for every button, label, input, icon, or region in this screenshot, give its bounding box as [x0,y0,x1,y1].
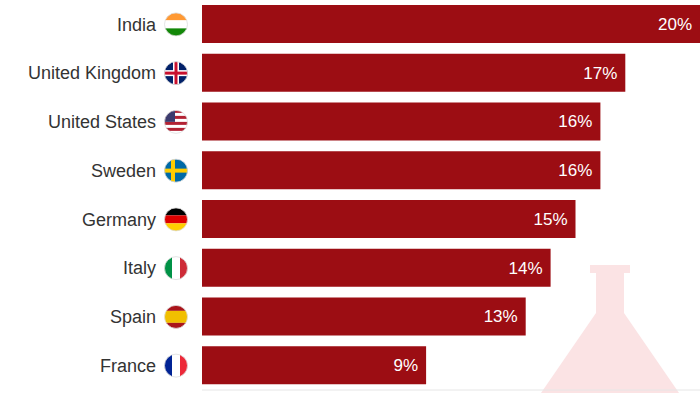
svg-text:16%: 16% [558,161,592,180]
svg-text:United Kingdom: United Kingdom [28,63,156,83]
svg-text:Spain: Spain [110,307,156,327]
svg-text:India: India [117,15,157,35]
svg-text:15%: 15% [533,210,567,229]
svg-text:United States: United States [48,112,156,132]
svg-text:17%: 17% [583,64,617,83]
svg-text:9%: 9% [394,356,419,375]
svg-text:20%: 20% [658,15,692,34]
svg-text:16%: 16% [558,112,592,131]
svg-text:Italy: Italy [123,258,156,278]
svg-text:14%: 14% [509,259,543,278]
svg-text:France: France [100,356,156,376]
svg-text:Sweden: Sweden [91,161,156,181]
svg-text:13%: 13% [484,307,518,326]
svg-text:Germany: Germany [82,210,156,230]
